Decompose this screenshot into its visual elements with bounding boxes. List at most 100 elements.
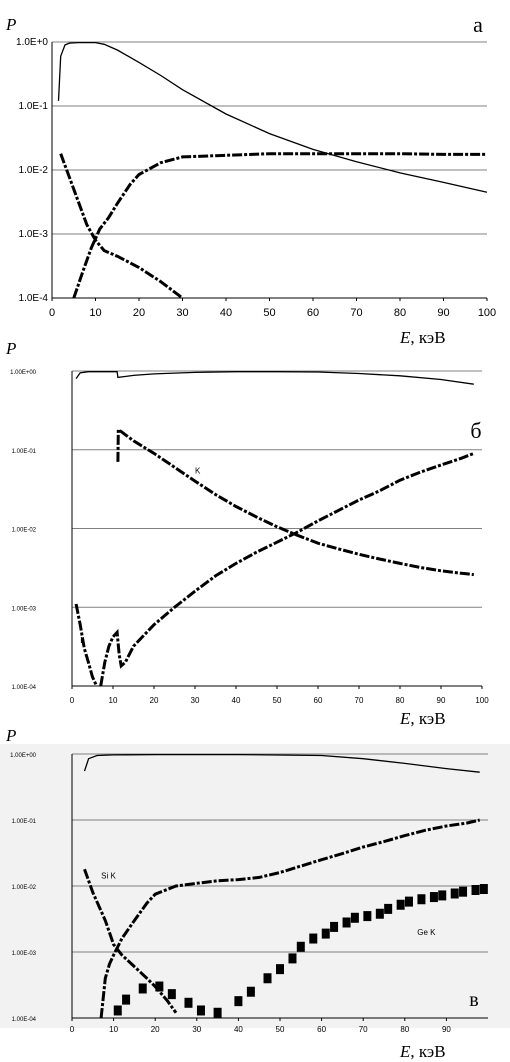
panel-b: 1.00E+00 1.00E-01 1.00E-02 1.00E-03 1.00E-04… <box>5 339 489 728</box>
x-tick-label: 90 <box>437 696 446 705</box>
data-point <box>417 894 426 905</box>
y-tick-label: 1.00E+00 <box>10 370 37 376</box>
x-axis-label-unit: , кэВ <box>410 1042 445 1061</box>
y-tick-label: 1.0E+0 <box>16 37 48 48</box>
y-tick-label: 1.00E-02 <box>12 528 37 534</box>
x-axis-label: E, кэВ <box>399 328 446 347</box>
x-tick-label: 10 <box>109 696 118 705</box>
data-point <box>479 884 488 895</box>
x-axis-label: E, кэВ <box>399 709 446 728</box>
data-point <box>288 953 297 964</box>
series-line <box>99 818 481 1019</box>
data-point <box>429 892 438 903</box>
data-point <box>122 994 131 1005</box>
annotation-label: K <box>195 466 201 475</box>
series-line <box>116 426 474 577</box>
series-line <box>59 153 184 300</box>
data-point <box>330 921 339 932</box>
x-axis-label-unit: , кэВ <box>410 709 445 728</box>
data-point <box>263 973 272 984</box>
x-tick-label: 20 <box>150 696 159 705</box>
x-tick-label: 90 <box>437 307 449 319</box>
data-point <box>184 997 193 1008</box>
data-point <box>404 896 413 907</box>
data-point <box>450 888 459 899</box>
y-axis-label: P <box>5 726 16 745</box>
x-axis-label: E, кэВ <box>399 1042 446 1061</box>
x-tick-label: 50 <box>273 696 282 705</box>
x-axis-label-unit: , кэВ <box>410 328 445 347</box>
x-tick-label: 90 <box>442 1025 451 1034</box>
x-tick-label: 0 <box>49 307 55 319</box>
x-tick-label: 60 <box>307 307 319 319</box>
x-axis-label-var: E <box>399 709 411 728</box>
series-line <box>57 41 488 193</box>
y-tick-label: 1.0E-2 <box>19 165 49 176</box>
x-tick-label: 0 <box>70 1025 75 1034</box>
panel-c: 1.00E+00 1.00E-01 1.00E-02 1.00E-03 1.00E-04… <box>5 726 488 1061</box>
panel-letter: в <box>469 989 478 1011</box>
x-tick-label: 30 <box>191 696 200 705</box>
annotation-label: Ge K <box>417 928 436 937</box>
x-tick-label: 80 <box>394 307 406 319</box>
series-line <box>74 603 98 687</box>
series-line <box>75 371 474 385</box>
data-point <box>438 890 447 901</box>
y-tick-label: 1.0E-3 <box>19 229 49 240</box>
data-point <box>196 1005 205 1016</box>
x-tick-label: 70 <box>355 696 364 705</box>
x-tick-label: 10 <box>89 307 101 319</box>
x-tick-label: 30 <box>176 307 188 319</box>
x-tick-label: 80 <box>396 696 405 705</box>
x-tick-label: 10 <box>109 1025 118 1034</box>
annotation-label: L <box>80 636 85 645</box>
data-point <box>276 964 284 975</box>
data-point <box>350 912 359 923</box>
series-line <box>99 452 475 687</box>
data-point <box>396 899 405 910</box>
y-tick-label: 1.00E-01 <box>12 449 37 455</box>
data-point <box>342 917 351 928</box>
y-tick-label: 1.00E-04 <box>12 1017 37 1023</box>
y-tick-label: 1.00E-04 <box>12 685 37 691</box>
annotation-label: Si K <box>101 871 116 880</box>
x-tick-label: 100 <box>478 307 496 319</box>
data-point <box>321 928 330 939</box>
x-tick-label: 40 <box>220 307 232 319</box>
data-point <box>459 886 468 897</box>
x-tick-label: 70 <box>359 1025 368 1034</box>
data-point <box>213 1007 222 1018</box>
x-tick-label: 40 <box>232 696 241 705</box>
data-point <box>309 933 318 944</box>
y-tick-label: 1.0E-1 <box>19 101 49 112</box>
series-line <box>83 868 178 1014</box>
series-line <box>83 753 480 773</box>
panel-letter: б <box>470 418 481 443</box>
data-point <box>234 996 243 1007</box>
data-point <box>167 989 176 1000</box>
series-line <box>72 152 487 299</box>
data-point <box>246 986 255 997</box>
data-point <box>296 941 305 952</box>
x-tick-label: 20 <box>151 1025 160 1034</box>
y-tick-label: 1.00E+00 <box>10 753 37 759</box>
x-tick-label: 20 <box>133 307 145 319</box>
y-tick-label: 1.00E-02 <box>12 885 37 891</box>
x-tick-label: 100 <box>475 696 489 705</box>
x-tick-label: 60 <box>317 1025 326 1034</box>
y-tick-label: 1.00E-01 <box>12 819 37 825</box>
x-tick-label: 0 <box>70 696 75 705</box>
data-point <box>471 884 480 895</box>
y-tick-label: 1.00E-03 <box>12 951 37 957</box>
x-tick-label: 50 <box>263 307 275 319</box>
x-tick-label: 40 <box>234 1025 243 1034</box>
x-tick-label: 70 <box>350 307 362 319</box>
data-point <box>375 908 384 919</box>
data-point <box>155 981 164 992</box>
data-point <box>384 903 393 914</box>
data-point <box>363 911 372 922</box>
y-tick-label: 1.0E-4 <box>19 293 49 304</box>
panel-letter: а <box>473 12 483 37</box>
x-tick-label: 30 <box>192 1025 201 1034</box>
